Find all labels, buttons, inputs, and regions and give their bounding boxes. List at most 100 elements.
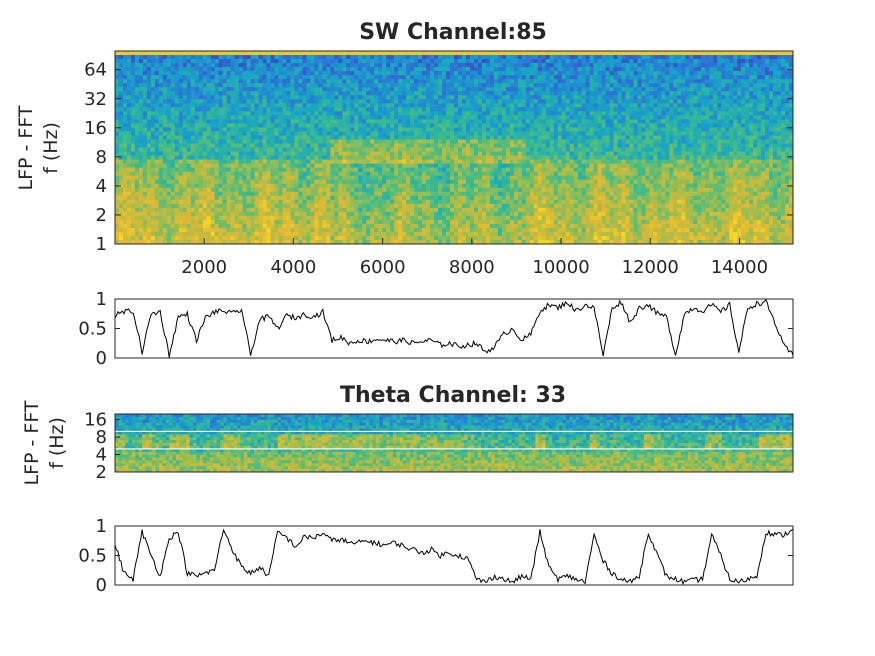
heatmap-cell [469,223,475,229]
heatmap-cell [513,115,519,120]
heatmap-cell [386,135,391,140]
heatmap-cell [346,135,351,140]
heatmap-cell [525,75,531,80]
heatmap-cell [501,227,507,233]
heatmap-cell [174,187,180,193]
heatmap-cell [525,239,531,244]
heatmap-cell [422,59,427,64]
heatmap-cell [465,199,471,205]
heatmap-cell [206,199,212,205]
heatmap-cell [454,103,459,108]
heatmap-cell [234,183,240,189]
heatmap-cell [202,175,208,181]
heatmap-cell [194,231,200,237]
heatmap-cell [525,159,531,164]
heatmap-cell [422,195,427,201]
heatmap-cell [246,59,251,64]
heatmap-cell [202,111,208,116]
heatmap-cell [206,179,212,185]
heatmap-cell [198,51,204,56]
heatmap-cell [202,59,208,64]
heatmap-cell [457,239,463,244]
heatmap-cell [134,223,140,229]
heatmap-cell [354,115,359,120]
heatmap-cell [246,187,251,193]
heatmap-cell [302,79,307,84]
heatmap-cell [394,199,399,205]
heatmap-cell [517,115,523,120]
heatmap-cell [230,159,236,164]
heatmap-cell [505,67,511,72]
heatmap-cell [166,111,172,116]
heatmap-cell [446,183,451,189]
heatmap-cell [214,103,220,108]
heatmap-cell [238,167,244,173]
heatmap-cell [410,211,415,217]
heatmap-cell [509,107,515,112]
heatmap-cell [442,59,447,64]
heatmap-cell [142,103,148,108]
heatmap-cell [270,235,275,241]
heatmap-cell [306,135,311,140]
heatmap-cell [485,139,491,144]
heatmap-cell [402,171,407,177]
heatmap-cell [450,59,455,64]
heatmap-cell [358,215,363,221]
heatmap-cell [178,83,184,88]
heatmap-cell [182,79,188,84]
heatmap-cell [254,95,259,100]
heatmap-cell [198,99,204,104]
heatmap-cell [118,191,124,197]
heatmap-cell [501,59,507,64]
heatmap-cell [418,223,423,229]
heatmap-cell [362,135,367,140]
heatmap-cell [469,163,475,168]
heatmap-cell [294,175,299,181]
heatmap-cell [286,59,291,64]
heatmap-cell [182,203,188,209]
heatmap-cell [250,59,255,64]
heatmap-cell [457,219,463,225]
heatmap-cell [410,51,415,56]
heatmap-cell [150,55,156,60]
heatmap-cell [198,95,204,100]
heatmap-cell [310,51,315,56]
heatmap-cell [350,207,355,213]
heatmap-cell [238,239,244,244]
heatmap-cell [142,91,148,96]
heatmap-cell [270,143,275,148]
heatmap-cell [115,163,120,168]
heatmap-cell [446,59,451,64]
heatmap-cell [509,199,515,205]
heatmap-cell [386,95,391,100]
heatmap-cell [457,203,463,209]
heatmap-cell [270,195,275,201]
heatmap-cell [206,107,212,112]
heatmap-cell [294,203,299,209]
heatmap-cell [222,83,228,88]
heatmap-cell [142,171,148,177]
heatmap-cell [266,107,271,112]
heatmap-cell [282,95,287,100]
heatmap-cell [262,51,267,56]
heatmap-cell [525,55,531,60]
heatmap-cell [461,111,467,116]
heatmap-cell [242,163,248,168]
heatmap-cell [414,199,419,205]
heatmap-cell [465,103,471,108]
heatmap-cell [521,223,527,229]
heatmap-cell [310,163,315,168]
heatmap-cell [130,127,136,132]
heatmap-cell [174,71,180,76]
heatmap-cell [310,63,315,68]
heatmap-cell [115,131,120,136]
heatmap-cell [246,235,251,241]
heatmap-cell [202,219,208,225]
heatmap-cell [334,127,339,132]
heatmap-cell [122,99,128,104]
heatmap-cell [210,127,216,132]
heatmap-cell [362,131,367,136]
heatmap-cell [166,191,172,197]
heatmap-cell [465,63,471,68]
heatmap-cell [222,135,228,140]
